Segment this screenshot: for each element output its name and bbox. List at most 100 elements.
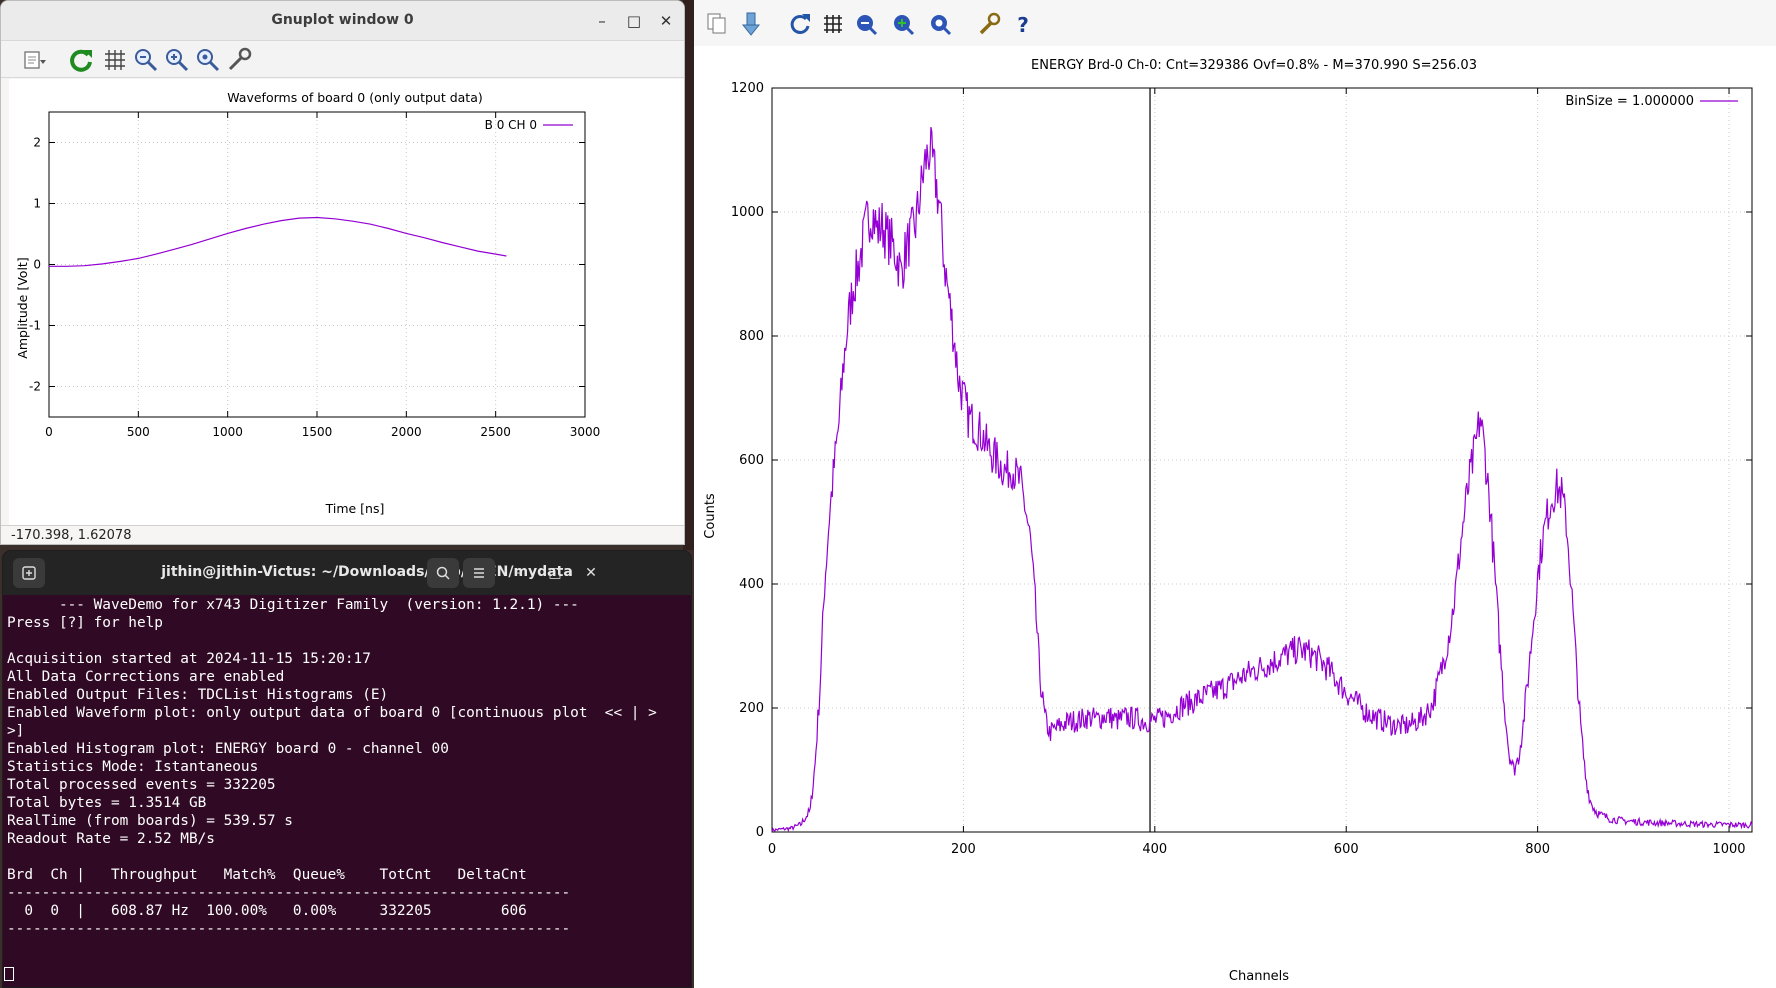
svg-text:?: ? xyxy=(1017,13,1029,37)
search-button[interactable] xyxy=(427,558,459,588)
copy-icon[interactable] xyxy=(19,46,47,74)
terminal-line: Statistics Mode: Istantaneous xyxy=(7,759,259,775)
waveform-plot-title: Waveforms of board 0 (only output data) xyxy=(227,90,482,105)
energy-histogram-line xyxy=(771,126,1753,833)
y-tick-label: 200 xyxy=(739,701,764,716)
energy-x-axis-label: Channels xyxy=(1229,969,1289,984)
energy-grid xyxy=(772,88,1752,832)
autoscale-icon[interactable] xyxy=(927,11,953,37)
terminal-line: ----------------------------------------… xyxy=(7,921,571,937)
y-tick-label: 800 xyxy=(739,329,764,344)
maximize-button[interactable]: □ xyxy=(626,12,642,30)
options-icon[interactable] xyxy=(976,11,1002,37)
energy-tick-labels: 0 200 400 600 800 1000 0 200 400 600 800 1000 1200 xyxy=(731,81,1752,857)
waveform-grid xyxy=(49,112,585,417)
y-tick-label: 1200 xyxy=(731,81,764,96)
x-tick-label: 600 xyxy=(1334,842,1359,857)
grid-icon[interactable] xyxy=(101,46,129,74)
terminal-line: --- WaveDemo for x743 Digitizer Family (… xyxy=(7,597,579,613)
close-button[interactable]: ✕ xyxy=(659,12,673,30)
zoom-next-icon[interactable] xyxy=(890,11,916,37)
terminal-window[interactable]: jithin@jithin-Victus: ~/Downloads/tmp/CA… xyxy=(2,550,692,988)
terminal-cursor xyxy=(4,967,14,981)
y-tick-label: 0 xyxy=(756,825,764,840)
energy-histogram-plot[interactable]: ENERGY Brd-0 Ch-0: Cnt=329386 Ovf=0.8% -… xyxy=(694,46,1776,988)
new-tab-button[interactable] xyxy=(13,558,45,588)
y-tick-label: 2 xyxy=(33,136,41,150)
terminal-line xyxy=(7,632,687,650)
terminal-line xyxy=(7,848,687,866)
waveform-plot[interactable]: Waveforms of board 0 (only output data) … xyxy=(9,79,685,525)
search-icon xyxy=(436,566,450,580)
y-tick-label: 0 xyxy=(33,258,41,272)
options-icon[interactable] xyxy=(225,46,253,74)
x-tick-label: 3000 xyxy=(570,425,601,439)
x-tick-label: 2000 xyxy=(391,425,422,439)
x-tick-label: 200 xyxy=(951,842,976,857)
terminal-line: Total processed events = 332205 xyxy=(7,777,276,793)
x-tick-label: 2500 xyxy=(480,425,511,439)
gnuplot-toolbar xyxy=(1,42,684,78)
terminal-close-button[interactable]: ✕ xyxy=(585,565,597,581)
terminal-line: 0 0 | 608.87 Hz 100.00% 0.00% 332205 606 xyxy=(7,903,527,919)
x-tick-label: 1000 xyxy=(1712,842,1745,857)
help-icon[interactable]: ? xyxy=(1010,11,1036,37)
x-tick-label: 0 xyxy=(45,425,53,439)
terminal-line: Acquisition started at 2024-11-15 15:20:… xyxy=(7,651,371,667)
x-tick-label: 1000 xyxy=(212,425,243,439)
x-tick-label: 1500 xyxy=(302,425,333,439)
terminal-line: Enabled Output Files: TDCList Histograms… xyxy=(7,687,389,703)
waveform-series-line xyxy=(49,216,507,267)
terminal-line: Readout Rate = 2.52 MB/s xyxy=(7,831,215,847)
gnuplot-window[interactable]: Gnuplot window 0 – □ ✕ xyxy=(0,0,685,545)
terminal-minimize-button[interactable]: – xyxy=(515,565,523,581)
waveform-tick-labels: 0 500 1000 1500 2000 2500 3000 -2 -1 0 1 2 xyxy=(29,112,600,439)
terminal-line: Total bytes = 1.3514 GB xyxy=(7,795,207,811)
terminal-maximize-button[interactable]: □ xyxy=(548,565,562,581)
x-tick-label: 400 xyxy=(1142,842,1167,857)
terminal-line: All Data Corrections are enabled xyxy=(7,669,285,685)
energy-plot-frame xyxy=(771,87,1753,833)
zoom-previous-icon[interactable] xyxy=(853,11,879,37)
zoom-previous-icon[interactable] xyxy=(132,46,160,74)
waveform-plot-frame xyxy=(48,111,586,418)
energy-plot-title: ENERGY Brd-0 Ch-0: Cnt=329386 Ovf=0.8% -… xyxy=(1031,58,1477,73)
y-tick-label: -2 xyxy=(29,380,41,394)
waveform-y-axis-label: Amplitude [Volt] xyxy=(15,257,30,358)
terminal-header-bar[interactable]: jithin@jithin-Victus: ~/Downloads/tmp/CA… xyxy=(3,551,691,595)
gnuplot-window-title: Gnuplot window 0 xyxy=(271,12,414,28)
terminal-line: Press [?] for help xyxy=(7,615,163,631)
terminal-line: ----------------------------------------… xyxy=(7,885,571,901)
gnuplot-titlebar[interactable]: Gnuplot window 0 – □ ✕ xyxy=(1,1,684,41)
x-tick-label: 800 xyxy=(1525,842,1550,857)
energy-y-axis-label: Counts xyxy=(703,493,718,539)
replot-icon[interactable] xyxy=(787,11,813,37)
new-tab-icon xyxy=(22,566,36,580)
gnuplot-status-bar: -170.398, 1.62078 xyxy=(1,525,684,544)
y-tick-label: 1000 xyxy=(731,205,764,220)
terminal-line: RealTime (from boards) = 539.57 s xyxy=(7,813,293,829)
zoom-next-icon[interactable] xyxy=(163,46,191,74)
terminal-line: Brd Ch | Throughput Match% Queue% TotCnt… xyxy=(7,867,527,883)
waveform-x-axis-label: Time [ns] xyxy=(325,501,385,516)
energy-histogram-window[interactable]: ? ENERGY Brd-0 Ch-0: Cnt=329386 Ovf=0.8%… xyxy=(694,0,1776,988)
minimize-button[interactable]: – xyxy=(598,12,606,30)
hamburger-menu-icon xyxy=(474,568,484,578)
waveform-legend-label: B 0 CH 0 xyxy=(485,118,537,132)
y-tick-label: -1 xyxy=(29,319,41,333)
terminal-line: Enabled Histogram plot: ENERGY board 0 -… xyxy=(7,741,449,757)
x-tick-label: 0 xyxy=(768,842,776,857)
copy-icon[interactable] xyxy=(704,11,730,37)
y-tick-label: 600 xyxy=(739,453,764,468)
energy-toolbar: ? xyxy=(694,0,1776,46)
terminal-line: Enabled Waveform plot: only output data … xyxy=(7,705,657,721)
grid-icon[interactable] xyxy=(820,11,846,37)
y-tick-label: 400 xyxy=(739,577,764,592)
terminal-line: >] xyxy=(7,723,25,739)
menu-button[interactable] xyxy=(463,558,495,588)
terminal-output[interactable]: --- WaveDemo for x743 Digitizer Family (… xyxy=(7,596,687,986)
replot-icon[interactable] xyxy=(67,46,95,74)
print-icon[interactable] xyxy=(738,11,764,37)
autoscale-icon[interactable] xyxy=(194,46,222,74)
